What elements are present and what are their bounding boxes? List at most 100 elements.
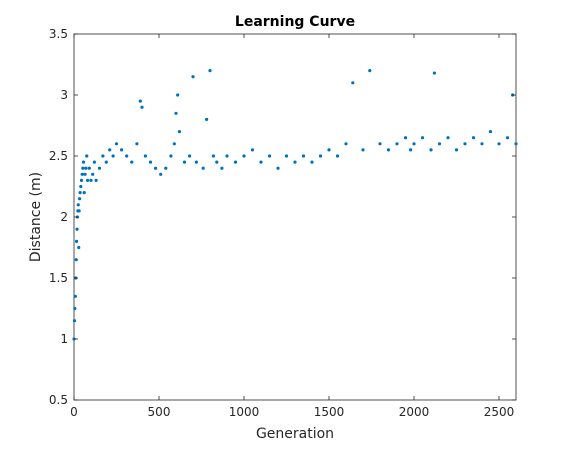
data-point bbox=[144, 154, 147, 157]
data-point bbox=[395, 142, 398, 145]
data-point bbox=[78, 209, 81, 212]
data-point bbox=[84, 167, 87, 170]
data-point bbox=[293, 161, 296, 164]
data-point bbox=[115, 142, 118, 145]
data-point bbox=[215, 161, 218, 164]
data-point bbox=[112, 154, 115, 157]
data-point bbox=[79, 191, 82, 194]
data-point bbox=[336, 154, 339, 157]
data-point bbox=[480, 142, 483, 145]
data-point bbox=[125, 154, 128, 157]
data-point bbox=[514, 142, 517, 145]
data-point bbox=[463, 142, 466, 145]
data-point bbox=[75, 258, 78, 261]
data-point bbox=[433, 71, 436, 74]
data-point bbox=[176, 93, 179, 96]
data-point bbox=[188, 154, 191, 157]
data-point bbox=[74, 295, 77, 298]
data-point bbox=[178, 130, 181, 133]
x-tick-label: 1500 bbox=[314, 405, 345, 419]
data-point bbox=[98, 167, 101, 170]
data-point bbox=[108, 148, 111, 151]
data-point bbox=[351, 81, 354, 84]
data-point bbox=[85, 154, 88, 157]
data-point bbox=[174, 112, 177, 115]
y-tick-label: 1 bbox=[60, 332, 68, 346]
data-point bbox=[120, 148, 123, 151]
data-point bbox=[73, 307, 76, 310]
data-point bbox=[268, 154, 271, 157]
data-point bbox=[242, 154, 245, 157]
data-point bbox=[75, 228, 78, 231]
data-point bbox=[79, 185, 82, 188]
data-point bbox=[421, 136, 424, 139]
data-point bbox=[105, 161, 108, 164]
data-point bbox=[438, 142, 441, 145]
data-point bbox=[140, 106, 143, 109]
x-tick-label: 2000 bbox=[399, 405, 430, 419]
data-point bbox=[344, 142, 347, 145]
data-point bbox=[73, 319, 76, 322]
data-point bbox=[77, 203, 80, 206]
data-point bbox=[361, 148, 364, 151]
y-axis-label: Distance (m) bbox=[28, 172, 44, 262]
y-tick-label: 1.5 bbox=[49, 271, 68, 285]
data-point bbox=[387, 148, 390, 151]
data-point bbox=[149, 161, 152, 164]
x-tick-label: 500 bbox=[148, 405, 171, 419]
data-point bbox=[205, 118, 208, 121]
data-point bbox=[302, 154, 305, 157]
plot-area: 0 500 1000 1500 2000 2500 0.5 1 1.5 2 2.5 3 3.5 bbox=[49, 27, 518, 419]
data-point bbox=[412, 142, 415, 145]
data-point bbox=[472, 136, 475, 139]
y-tick-label: 3 bbox=[60, 88, 68, 102]
x-tick-label: 0 bbox=[70, 405, 78, 419]
data-point bbox=[212, 154, 215, 157]
data-point bbox=[195, 161, 198, 164]
data-point bbox=[75, 240, 78, 243]
data-point bbox=[89, 179, 92, 182]
data-point bbox=[135, 142, 138, 145]
data-point bbox=[446, 136, 449, 139]
data-point bbox=[404, 136, 407, 139]
data-point bbox=[285, 154, 288, 157]
data-point bbox=[409, 148, 412, 151]
data-point bbox=[83, 191, 86, 194]
scatter-points bbox=[72, 69, 517, 341]
data-point bbox=[159, 173, 162, 176]
data-point bbox=[251, 148, 254, 151]
data-point bbox=[378, 142, 381, 145]
data-point bbox=[81, 173, 84, 176]
data-point bbox=[169, 154, 172, 157]
data-point bbox=[319, 154, 322, 157]
x-tick-label: 1000 bbox=[229, 405, 260, 419]
data-point bbox=[220, 167, 223, 170]
data-point bbox=[173, 142, 176, 145]
data-point bbox=[83, 173, 86, 176]
y-tick-label: 3.5 bbox=[49, 27, 68, 41]
data-point bbox=[183, 161, 186, 164]
x-tick-label: 2500 bbox=[484, 405, 515, 419]
data-point bbox=[202, 167, 205, 170]
x-axis-label: Generation bbox=[256, 426, 334, 442]
data-point bbox=[82, 161, 85, 164]
data-point bbox=[154, 167, 157, 170]
data-point bbox=[497, 142, 500, 145]
data-point bbox=[95, 179, 98, 182]
data-point bbox=[101, 154, 104, 157]
data-point bbox=[88, 167, 91, 170]
data-point bbox=[455, 148, 458, 151]
data-point bbox=[234, 161, 237, 164]
data-point bbox=[310, 161, 313, 164]
data-point bbox=[208, 69, 211, 72]
data-point bbox=[78, 197, 81, 200]
data-point bbox=[130, 161, 133, 164]
data-point bbox=[91, 173, 94, 176]
axes-frame bbox=[74, 34, 516, 400]
data-point bbox=[506, 136, 509, 139]
data-point bbox=[164, 167, 167, 170]
data-point bbox=[368, 69, 371, 72]
data-point bbox=[276, 167, 279, 170]
data-point bbox=[429, 148, 432, 151]
